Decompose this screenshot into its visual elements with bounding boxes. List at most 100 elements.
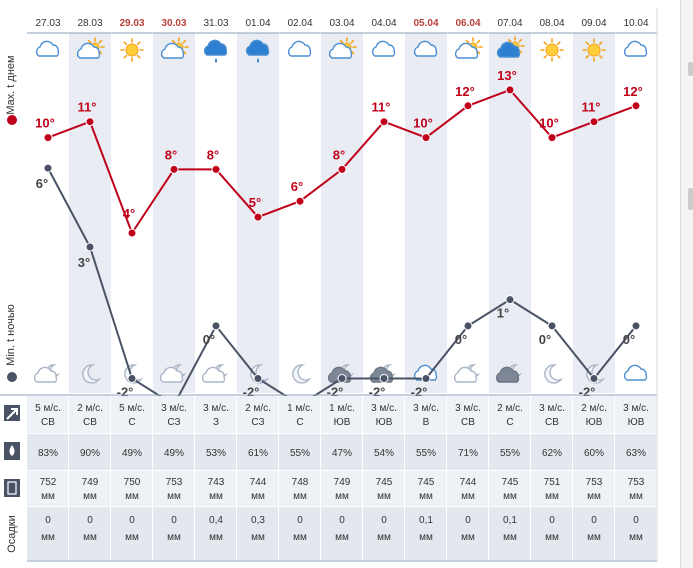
max-temp-point <box>85 117 95 127</box>
pressure-unit: мм <box>545 491 559 502</box>
wind-direction: СВ <box>41 417 55 428</box>
table-cell <box>405 396 446 433</box>
sun-ray <box>339 39 344 44</box>
table-cell <box>279 507 320 560</box>
wind-speed: 3 м/с. <box>539 403 565 414</box>
precip-value: 0 <box>297 515 303 526</box>
date-label: 30.03 <box>161 18 186 29</box>
table-cell <box>237 434 278 470</box>
precip-value: 0 <box>339 515 345 526</box>
max-temp-label: 4° <box>123 206 135 221</box>
cloud-shape <box>159 366 184 383</box>
table-cell <box>237 396 278 433</box>
humidity-value: 90% <box>80 448 100 459</box>
max-temp-point <box>379 117 389 127</box>
precip-unit: мм <box>461 532 475 543</box>
precip-value: 0 <box>171 515 177 526</box>
date-label: 31.03 <box>203 18 228 29</box>
cloud-icon <box>371 40 396 57</box>
cloud-shape <box>287 40 312 57</box>
sun-ray <box>465 39 470 44</box>
max-temp-label: 11° <box>78 100 97 115</box>
max-temp-point <box>631 101 641 111</box>
table-cell <box>363 396 404 433</box>
partly-cloudy-icon <box>623 40 648 57</box>
sun-ray <box>598 54 603 59</box>
right-edge-tab[interactable] <box>688 188 693 210</box>
max-temp-point <box>337 164 347 174</box>
max-temp-label: 8° <box>207 147 219 162</box>
cloud-shape <box>160 42 185 59</box>
sun-disc <box>587 43 601 57</box>
pressure-value: 753 <box>586 477 603 488</box>
date-label: 28.03 <box>77 18 102 29</box>
precip-unit: мм <box>83 532 97 543</box>
cloud-icon <box>413 40 438 57</box>
table-cell <box>27 471 68 506</box>
wind-speed: 1 м/с. <box>329 403 355 414</box>
table-cell <box>279 471 320 506</box>
sun-icon <box>540 38 564 62</box>
table-cell <box>111 434 152 470</box>
min-temp-point <box>253 374 263 383</box>
max-temp-point <box>421 133 431 143</box>
sun-ray <box>136 41 141 46</box>
table-cell <box>531 507 572 560</box>
humidity-value: 47% <box>332 448 352 459</box>
sun-ray <box>87 39 92 44</box>
max-temp-point <box>169 164 179 174</box>
cloud-shape <box>245 39 270 56</box>
wind-direction: ЮВ <box>628 417 645 428</box>
min-temp-label: -2° <box>243 385 260 400</box>
table-cell <box>111 471 152 506</box>
cloud-icon <box>413 364 438 381</box>
table-cell <box>111 507 152 560</box>
precip-value: 0 <box>87 515 93 526</box>
precip-unit: мм <box>209 532 223 543</box>
pressure-value: 749 <box>334 477 351 488</box>
sun-ray <box>543 41 548 46</box>
cloud-shape <box>496 41 521 58</box>
max-temp-label: 6° <box>291 179 303 194</box>
min-temp-label: -2° <box>411 385 428 400</box>
right-edge-tab[interactable] <box>688 62 693 76</box>
wind-direction: С <box>506 417 513 428</box>
date-label: 29.03 <box>119 18 144 29</box>
rain-cloud-icon <box>203 39 228 63</box>
cloud-shape <box>35 40 60 57</box>
moon-icon <box>544 364 564 384</box>
pressure-unit: мм <box>41 491 55 502</box>
date-label: 06.04 <box>455 18 480 29</box>
sun-ray <box>585 41 590 46</box>
cloudy-moon-icon <box>453 364 481 383</box>
cloud-shape <box>328 42 353 59</box>
pressure-value: 744 <box>250 477 267 488</box>
precip-unit: мм <box>167 532 181 543</box>
max-temp-point <box>547 133 557 143</box>
cloudy-moon-icon <box>201 364 229 383</box>
min-temp-label: -2° <box>327 385 344 400</box>
pressure-value: 748 <box>292 477 309 488</box>
wind-speed: 5 м/с. <box>119 403 145 414</box>
humidity-value: 61% <box>248 448 268 459</box>
precip-value: 0 <box>591 515 597 526</box>
wind-direction: СВ <box>83 417 97 428</box>
pressure-value: 743 <box>208 477 225 488</box>
sun-ray <box>598 41 603 46</box>
table-cell <box>237 507 278 560</box>
table-cell <box>615 434 656 470</box>
min-temp-point <box>421 374 431 383</box>
sun-ray <box>171 39 176 44</box>
table-cell <box>573 396 614 433</box>
date-label: 05.04 <box>413 18 438 29</box>
max-temp-label: 5° <box>249 195 261 210</box>
table-cell <box>363 471 404 506</box>
min-temp-label: -2° <box>579 385 596 400</box>
table-cell <box>237 471 278 506</box>
pressure-unit: мм <box>377 491 391 502</box>
rain-cloud-icon <box>245 39 270 63</box>
table-cell <box>363 507 404 560</box>
rain-drop <box>215 58 217 63</box>
precip-value: 0 <box>465 515 471 526</box>
wind-speed: 2 м/с. <box>77 403 103 414</box>
